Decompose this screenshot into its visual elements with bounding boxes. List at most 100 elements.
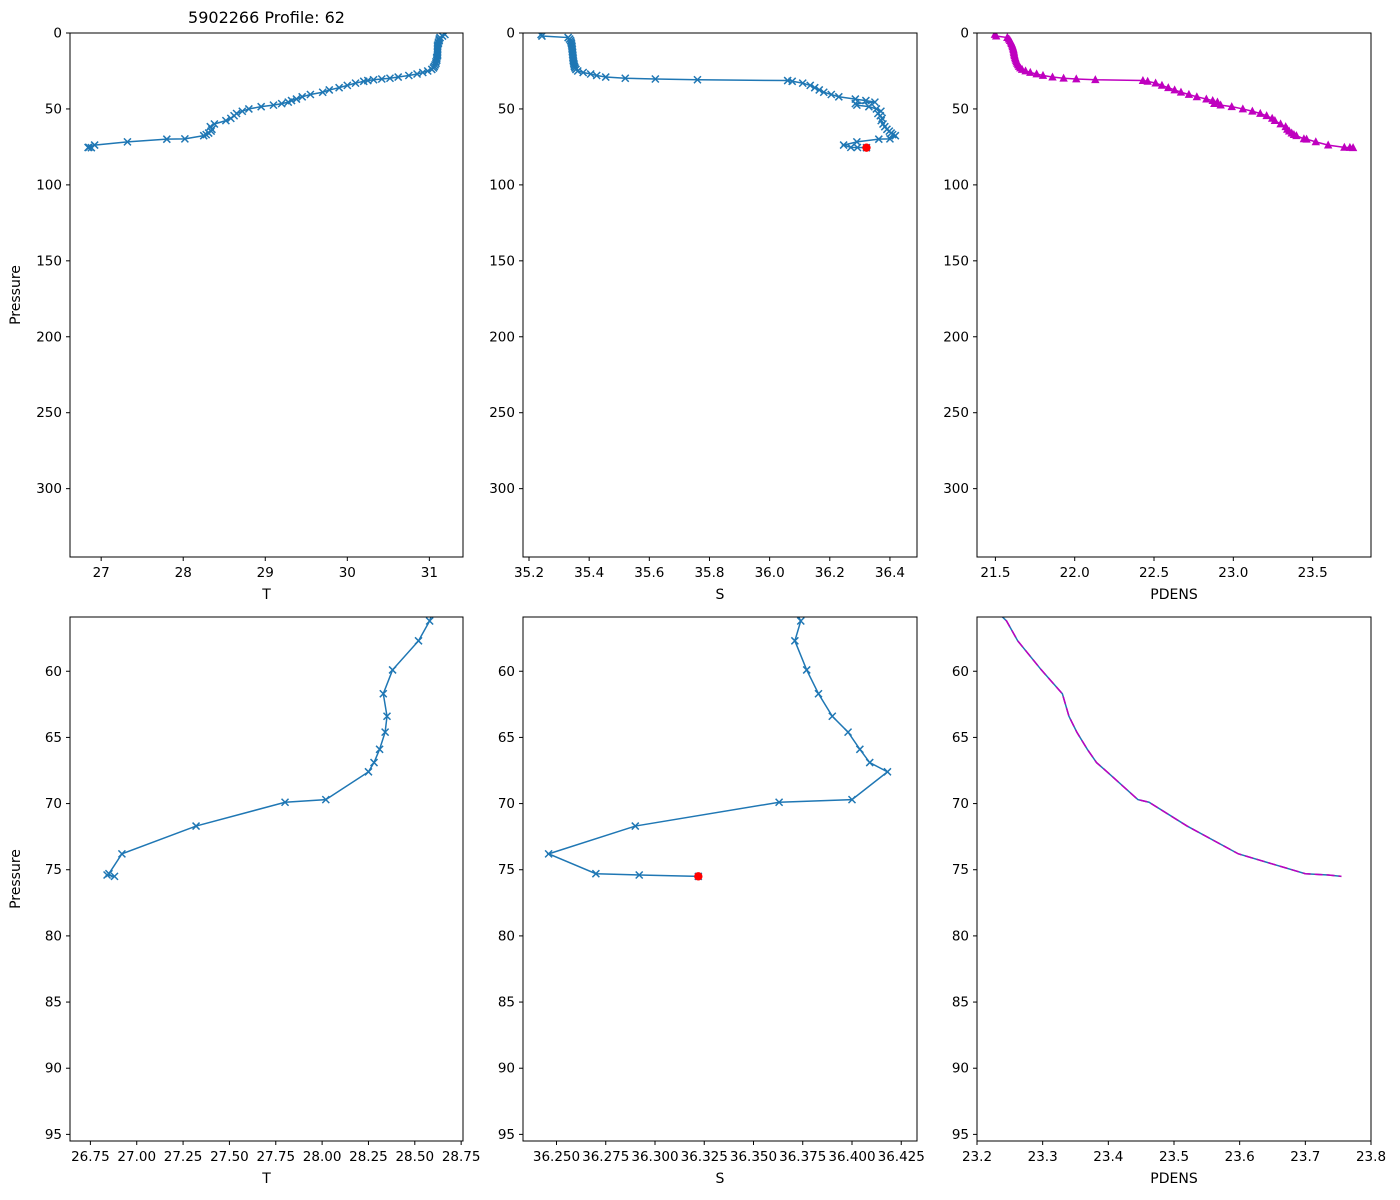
x-tick-label: 36.300 (631, 1149, 678, 1165)
y-tick-label: 65 (45, 730, 62, 746)
x-tick-label: 23.8 (1356, 1149, 1386, 1165)
y-tick-label: 60 (45, 664, 62, 680)
y-tick-label: 90 (45, 1061, 62, 1077)
y-axis: 60 65 70 75 80 85 90 95 (952, 664, 977, 1143)
y-tick-label: 50 (952, 101, 969, 117)
x-axis: 26.75 27.00 27.25 27.50 27.75 28.00 28.25 28.50… (71, 1141, 480, 1165)
x-tick-label: 35.2 (514, 565, 544, 581)
x-tick-label: 27 (93, 565, 110, 581)
axes-frame (522, 616, 918, 1142)
y-tick-label: 60 (498, 664, 515, 680)
y-tick-label: 300 (943, 481, 969, 497)
plot-background (523, 617, 917, 1141)
y-axis-label: Pressure (8, 849, 24, 909)
t-x-markers (103, 617, 434, 881)
y-tick-label: 150 (943, 253, 969, 269)
x-tick-label: 28.75 (442, 1149, 481, 1165)
y-tick-label: 150 (36, 253, 62, 269)
x-axis-label: S (716, 1171, 725, 1187)
axes-frame (69, 616, 464, 1142)
y-tick-label: 85 (952, 995, 969, 1011)
y-tick-label: 75 (952, 862, 969, 878)
y-tick-label: 0 (53, 26, 62, 42)
y-tick-label: 70 (45, 796, 62, 812)
y-tick-label: 80 (45, 928, 62, 944)
pdens-triangle-markers (990, 33, 1358, 152)
x-tick-label: 30 (339, 565, 356, 581)
pdens-line (1001, 617, 1342, 878)
y-axis: 0 50 100 150 200 250 300 (36, 26, 70, 497)
y-tick-label: 300 (489, 481, 515, 497)
axes-frame (522, 32, 918, 558)
x-tick-label: 23.7 (1290, 1149, 1320, 1165)
axes-frame (69, 32, 464, 558)
deepest-point-dot (694, 872, 703, 881)
subplot-pdens-full: 21.5 22.0 22.5 23.0 23.5 0 50 100 150 200 250 300 PD… (943, 26, 1372, 603)
plot-background (523, 33, 917, 557)
x-tick-label: 23.5 (1298, 565, 1328, 581)
y-tick-label: 200 (489, 329, 515, 345)
y-tick-label: 0 (506, 26, 515, 42)
x-axis: 27 28 29 30 31 (93, 557, 438, 581)
axes-frame (976, 32, 1372, 558)
axes-frame (976, 616, 1372, 1142)
subplot-s-zoom: 36.250 36.275 36.300 36.325 36.350 36.375 36.4… (498, 616, 925, 1187)
x-axis-label: S (716, 587, 725, 603)
plot-area (544, 617, 892, 881)
x-tick-label: 28.50 (395, 1149, 434, 1165)
y-tick-label: 100 (943, 177, 969, 193)
x-tick-label: 36.350 (730, 1149, 777, 1165)
plot-area (1001, 617, 1342, 878)
y-axis: 0 50 100 150 200 250 300 (943, 26, 977, 497)
y-tick-label: 50 (498, 101, 515, 117)
y-tick-label: 70 (498, 796, 515, 812)
plot-background (70, 617, 463, 1141)
y-tick-label: 75 (498, 862, 515, 878)
x-tick-label: 23.6 (1225, 1149, 1255, 1165)
y-tick-label: 95 (498, 1127, 515, 1143)
subplot-s-full: 35.2 35.4 35.6 35.8 36.0 36.2 36.4 0 50 100 150 200… (489, 26, 918, 603)
y-tick-label: 150 (489, 253, 515, 269)
y-tick-label: 90 (952, 1061, 969, 1077)
x-tick-label: 36.250 (533, 1149, 580, 1165)
x-axis: 35.2 35.4 35.6 35.8 36.0 36.2 36.4 (514, 557, 905, 581)
x-tick-label: 22.5 (1139, 565, 1169, 581)
x-axis: 36.250 36.275 36.300 36.325 36.350 36.375 36.4… (533, 1141, 925, 1165)
y-tick-label: 70 (952, 796, 969, 812)
x-tick-label: 35.6 (634, 565, 664, 581)
plot-area (84, 33, 449, 152)
x-tick-label: 28 (175, 565, 192, 581)
x-tick-label: 36.2 (815, 565, 845, 581)
x-tick-label: 31 (421, 565, 438, 581)
plot-background (977, 33, 1371, 557)
x-tick-label: 26.75 (71, 1149, 110, 1165)
x-tick-label: 36.4 (875, 565, 905, 581)
y-tick-label: 250 (943, 405, 969, 421)
x-axis: 21.5 22.0 22.5 23.0 23.5 (980, 557, 1328, 581)
y-axis: 0 50 100 150 200 250 300 (489, 26, 523, 497)
x-tick-label: 27.75 (256, 1149, 295, 1165)
y-tick-label: 95 (952, 1127, 969, 1143)
y-tick-label: 50 (45, 101, 62, 117)
x-tick-label: 35.4 (574, 565, 604, 581)
t-x-markers (84, 33, 449, 152)
x-tick-label: 23.2 (962, 1149, 992, 1165)
y-axis: 60 65 70 75 80 85 90 95 (498, 664, 523, 1143)
x-tick-label: 23.5 (1159, 1149, 1189, 1165)
x-tick-label: 36.375 (779, 1149, 826, 1165)
x-axis: 23.2 23.3 23.4 23.5 23.6 23.7 23.8 (962, 1141, 1386, 1165)
x-tick-label: 29 (257, 565, 274, 581)
x-tick-label: 36.400 (828, 1149, 875, 1165)
subplot-pdens-zoom: 23.2 23.3 23.4 23.5 23.6 23.7 23.8 60 65 70 75 80 85… (952, 616, 1386, 1187)
s-x-markers (537, 33, 900, 152)
y-tick-label: 100 (36, 177, 62, 193)
x-tick-label: 21.5 (980, 565, 1010, 581)
y-tick-label: 95 (45, 1127, 62, 1143)
plot-area (990, 33, 1358, 152)
y-axis-label: Pressure (8, 265, 24, 325)
plot-background (70, 33, 463, 557)
y-axis: 60 65 70 75 80 85 90 95 (45, 664, 70, 1143)
y-tick-label: 200 (943, 329, 969, 345)
